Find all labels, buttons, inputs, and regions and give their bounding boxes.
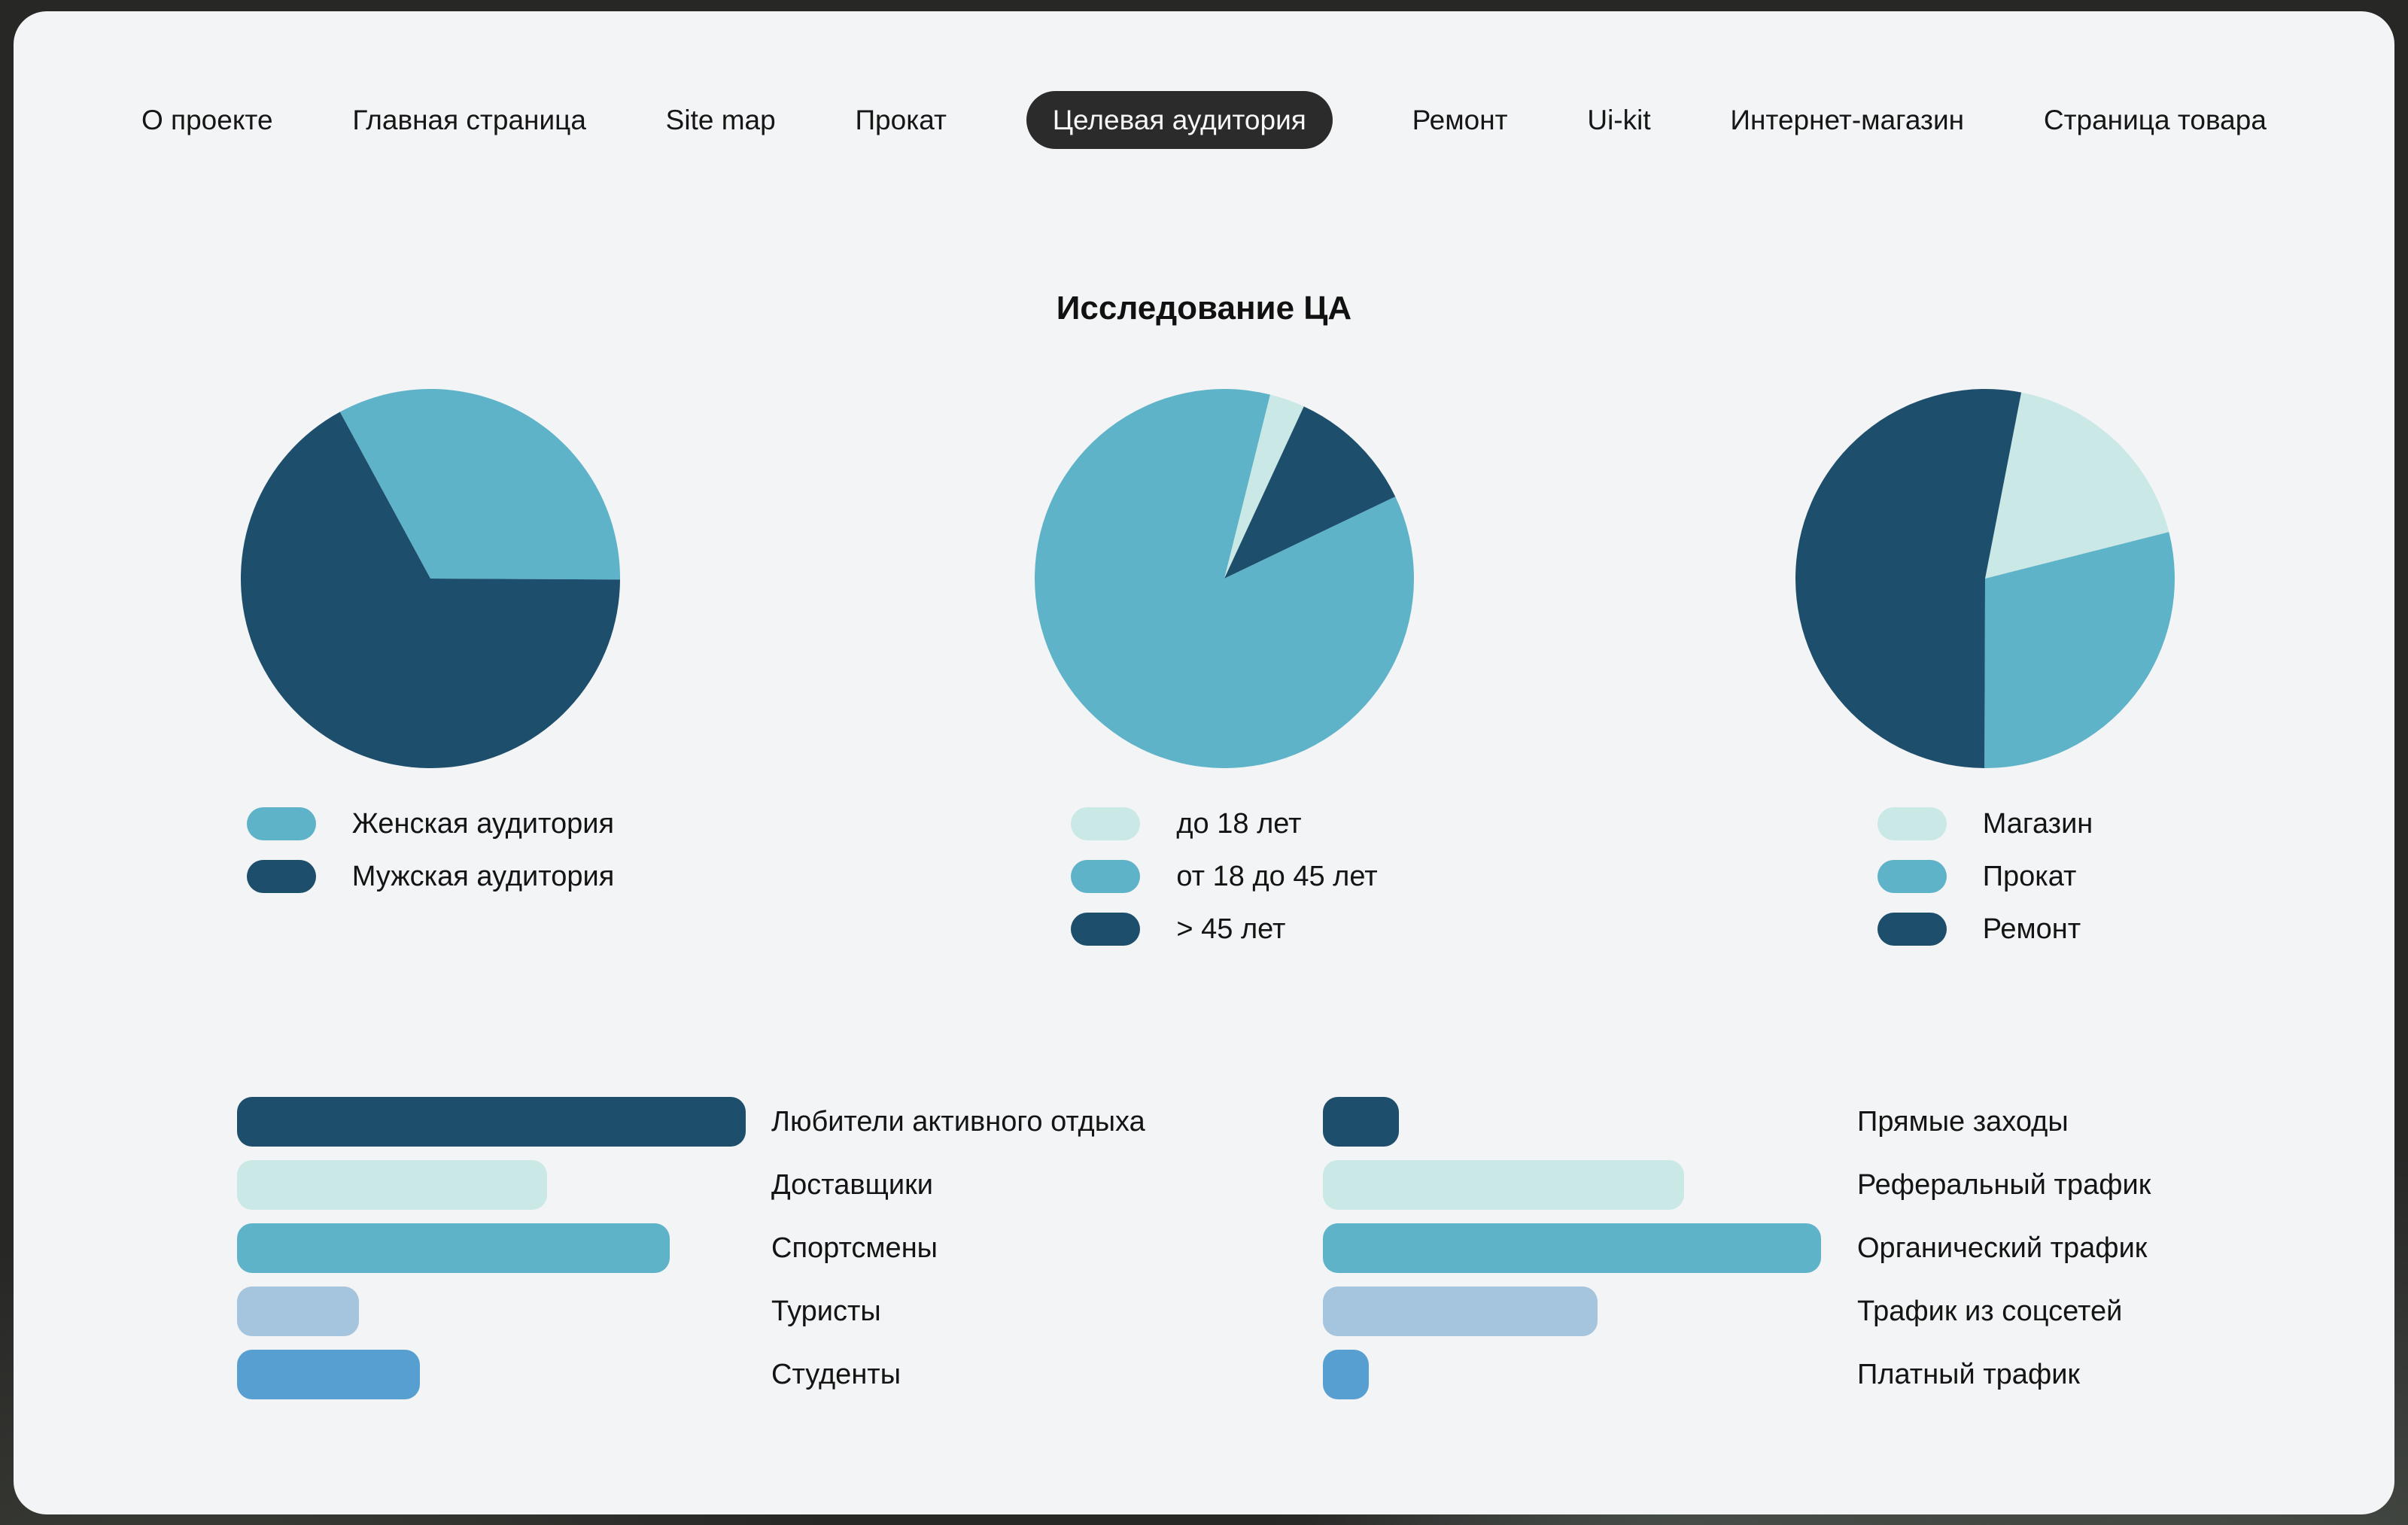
bar-row: Платный трафик: [1323, 1350, 2151, 1399]
legend-swatch: [246, 860, 316, 893]
bar-track: [237, 1160, 746, 1210]
legend-label: Прокат: [1982, 861, 2077, 892]
bar-track: [1323, 1160, 1832, 1210]
service-pie-svg: [1795, 389, 2175, 768]
legend-label: > 45 лет: [1176, 913, 1286, 945]
legend-row: > 45 лет: [1071, 913, 1377, 946]
legend-label: Магазин: [1982, 808, 2093, 840]
bar-row: Доставщики: [237, 1160, 1145, 1210]
bar-chart-traffic: Прямые заходы Реферальный трафик Органичес…: [1323, 1097, 2151, 1413]
bar-track: [1323, 1287, 1832, 1336]
legend-swatch: [1877, 807, 1947, 840]
legend-swatch: [246, 807, 316, 840]
bar-track: [237, 1350, 746, 1399]
legend-label: от 18 до 45 лет: [1176, 861, 1378, 892]
bar-row: Любители активного отдыха: [237, 1097, 1145, 1147]
pie-slice: [339, 389, 620, 580]
bar-track: [1323, 1097, 1832, 1147]
content-card: О проекте Главная страница Site map Прокат Ц…: [14, 11, 2394, 1514]
bar-row: Спортсмены: [237, 1223, 1145, 1273]
nav-item[interactable]: Ui-kit: [1587, 104, 1651, 135]
bar-track: [237, 1223, 746, 1273]
legend-row: Ремонт: [1877, 913, 2093, 946]
legend-row: Прокат: [1877, 860, 2093, 893]
legend-swatch: [1071, 807, 1141, 840]
bar-track: [1323, 1223, 1832, 1273]
age-pie-legend: до 18 лет от 18 до 45 лет > 45 лет: [1071, 807, 1378, 946]
bar-label: Реферальный трафик: [1857, 1169, 2151, 1201]
pie-slice: [1224, 394, 1304, 579]
bar-row: Прямые заходы: [1323, 1097, 2151, 1147]
bar-row: Реферальный трафик: [1323, 1160, 2151, 1210]
nav-item[interactable]: Главная страница: [352, 104, 586, 135]
legend-label: Ремонт: [1982, 913, 2081, 945]
nav-item-active[interactable]: Целевая аудитория: [1026, 90, 1333, 149]
bar-fill: [237, 1160, 548, 1210]
nav: О проекте Главная страница Site map Прокат Ц…: [141, 89, 2267, 150]
bar-label: Любители активного отдыха: [771, 1106, 1145, 1138]
pie-slice: [1795, 389, 2022, 768]
bar-label: Студенты: [771, 1359, 901, 1390]
bar-fill: [237, 1287, 360, 1336]
bar-fill: [237, 1223, 670, 1273]
bar-label: Доставщики: [771, 1169, 933, 1201]
bar-fill: [237, 1350, 421, 1399]
bar-fill: [1323, 1097, 1400, 1147]
bar-track: [1323, 1350, 1832, 1399]
bar-label: Прямые заходы: [1857, 1106, 2069, 1138]
pie-slice: [1035, 389, 1414, 768]
bar-label: Спортсмены: [771, 1232, 938, 1264]
legend-swatch: [1071, 913, 1141, 946]
nav-item[interactable]: Site map: [665, 104, 776, 135]
bar-track: [237, 1097, 746, 1147]
legend-row: от 18 до 45 лет: [1071, 860, 1378, 893]
legend-swatch: [1071, 860, 1141, 893]
bar-label: Туристы: [771, 1296, 881, 1327]
nav-item[interactable]: Ремонт: [1412, 104, 1508, 135]
pie-slice: [241, 412, 620, 768]
legend-row: Магазин: [1877, 807, 2093, 840]
bar-row: Трафик из соцсетей: [1323, 1287, 2151, 1336]
bar-fill: [1323, 1287, 1598, 1336]
legend-row: до 18 лет: [1071, 807, 1377, 840]
nav-item[interactable]: О проекте: [141, 104, 273, 135]
legend-swatch: [1877, 860, 1947, 893]
bar-fill: [1323, 1223, 1822, 1273]
bar-row: Туристы: [237, 1287, 1145, 1336]
bar-track: [237, 1287, 746, 1336]
legend-row: Женская аудитория: [246, 807, 615, 840]
bar-chart-interests: Любители активного отдыха Доставщики Спорт…: [237, 1097, 1145, 1413]
legend-row: Мужская аудитория: [246, 860, 615, 893]
page-title: Исследование ЦА: [1056, 290, 1352, 327]
bar-label: Трафик из соцсетей: [1857, 1296, 2123, 1327]
bar-row: Органический трафик: [1323, 1223, 2151, 1273]
bar-label: Платный трафик: [1857, 1359, 2081, 1390]
pie-slice: [1984, 532, 2175, 768]
bar-row: Студенты: [237, 1350, 1145, 1399]
gender-pie-legend: Женская аудитория Мужская аудитория: [246, 807, 615, 893]
pie-chart-gender: Женская аудитория Мужская аудитория: [241, 389, 620, 893]
age-pie-svg: [1035, 389, 1414, 768]
bar-fill: [1323, 1350, 1369, 1399]
legend-label: Мужская аудитория: [351, 861, 615, 892]
pie-slice: [1985, 392, 2169, 579]
pie-chart-age: до 18 лет от 18 до 45 лет > 45 лет: [1035, 389, 1414, 946]
bar-fill: [237, 1097, 746, 1147]
nav-item[interactable]: Прокат: [855, 104, 947, 135]
nav-item[interactable]: Интернет-магазин: [1730, 104, 1965, 135]
service-pie-legend: Магазин Прокат Ремонт: [1877, 807, 2093, 946]
bar-fill: [1323, 1160, 1684, 1210]
legend-label: до 18 лет: [1176, 808, 1302, 840]
pie-slice: [1224, 406, 1396, 579]
bar-label: Органический трафик: [1857, 1232, 2148, 1264]
gender-pie-svg: [241, 389, 620, 768]
pie-chart-services: Магазин Прокат Ремонт: [1795, 389, 2175, 946]
nav-item[interactable]: Страница товара: [2043, 104, 2267, 135]
legend-swatch: [1877, 913, 1947, 946]
legend-label: Женская аудитория: [351, 808, 615, 840]
